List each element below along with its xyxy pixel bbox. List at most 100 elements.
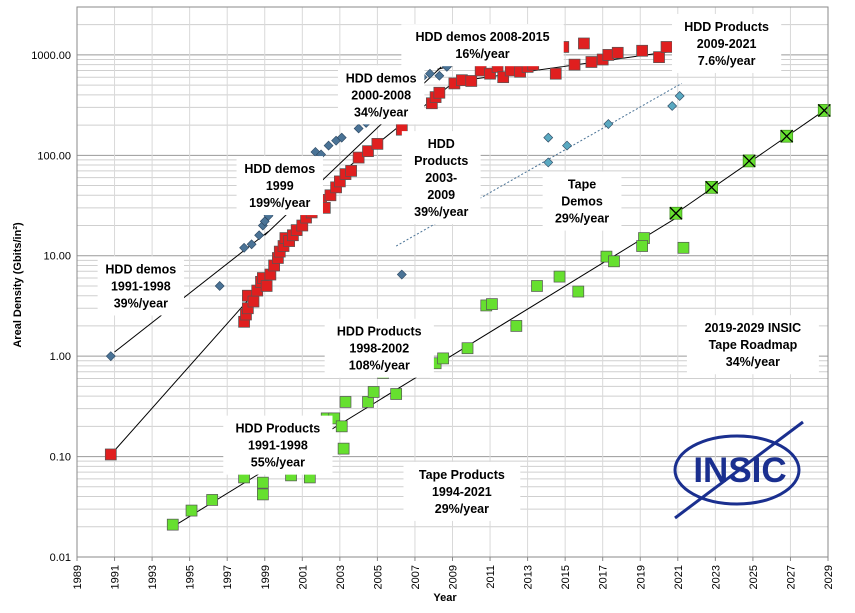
data-point xyxy=(246,239,257,250)
data-point xyxy=(362,145,374,158)
data-point xyxy=(352,151,365,164)
data-point xyxy=(817,103,831,117)
data-point xyxy=(206,494,219,506)
annotations: HDD demos 2008-2015 16%/year HDD Products 2… xyxy=(97,13,819,521)
annotation-text: 29%/year xyxy=(435,502,489,516)
annotation-box xyxy=(401,131,481,225)
data-point xyxy=(353,123,364,134)
data-point xyxy=(497,71,510,84)
data-point xyxy=(362,396,374,408)
annotation: HDD demos 2008-2015 16%/year xyxy=(401,24,564,67)
annotation-box xyxy=(236,156,323,216)
annotation-text: 1991-1998 xyxy=(248,439,308,453)
data-point xyxy=(465,75,478,87)
x-tick-label: 2009 xyxy=(448,565,460,589)
data-point xyxy=(549,67,562,80)
trend-line xyxy=(395,82,682,247)
annotation-text: 16%/year xyxy=(455,47,509,61)
annotation-text: 199%/year xyxy=(249,196,310,210)
annotation-box xyxy=(324,318,434,378)
annotation-text: HDD Products xyxy=(236,422,321,436)
x-tick-label: 2007 xyxy=(410,565,422,589)
annotation-text: Tape Products xyxy=(419,468,505,482)
annotation-text: HDD demos xyxy=(346,71,417,85)
x-tick-label: 2003 xyxy=(335,565,347,589)
annotation-text: 108%/year xyxy=(349,359,410,373)
annotation: HDD demos 1991-1998 39%/year xyxy=(97,256,185,316)
data-point xyxy=(572,285,585,298)
x-tick-label: 2025 xyxy=(748,565,760,589)
annotation-text: Products xyxy=(414,154,468,168)
y-tick-label: 0.01 xyxy=(50,552,71,564)
annotation: Tape Products 1994-2021 29%/year xyxy=(403,461,521,521)
y-tick-label: 0.10 xyxy=(50,452,71,464)
data-point xyxy=(660,41,673,53)
annotation-text: HDD demos xyxy=(105,262,176,276)
annotation-text: 1991-1998 xyxy=(111,279,171,293)
insic-logo: INSIC xyxy=(673,420,804,520)
x-tick-label: 2005 xyxy=(372,565,384,589)
annotation-text: Tape xyxy=(568,178,596,192)
data-point xyxy=(603,119,614,129)
data-point xyxy=(247,295,260,308)
data-point xyxy=(578,37,590,50)
y-tick-label: 1.00 xyxy=(50,351,71,363)
data-point xyxy=(339,396,352,408)
data-point xyxy=(185,504,198,517)
axes: 0.01 0.10 1.00 10.00 100.00 1000.00 1989 1991 19… xyxy=(31,6,835,589)
annotation-text: 55%/year xyxy=(251,456,305,470)
annotation-text: 2003- xyxy=(425,171,457,185)
annotation: HDD Products 1998-2002 108%/year xyxy=(324,318,434,378)
data-point xyxy=(667,101,678,111)
annotation-text: 34%/year xyxy=(354,105,408,119)
annotation: HDD demos 1999 199%/year xyxy=(236,156,323,216)
data-point xyxy=(257,476,269,489)
data-point xyxy=(166,518,179,531)
data-point xyxy=(367,386,380,398)
annotation-text: 7.6%/year xyxy=(698,54,756,68)
annotation-text: 1998-2002 xyxy=(349,342,409,356)
data-point xyxy=(371,138,384,150)
annotation-text: 1999 xyxy=(266,179,294,193)
data-point xyxy=(562,140,572,151)
annotation-text: 1994-2021 xyxy=(432,485,492,499)
annotation-text: HDD demos 2008-2015 xyxy=(415,30,549,44)
x-tick-label: 2011 xyxy=(485,565,497,589)
data-point xyxy=(104,448,117,461)
data-point xyxy=(780,129,794,143)
x-tick-label: 1999 xyxy=(260,565,272,589)
annotation-box xyxy=(686,315,819,375)
annotation-text: HDD Products xyxy=(337,325,422,339)
x-tick-label: 1995 xyxy=(185,565,197,589)
data-point xyxy=(636,240,648,252)
annotation: HDD Products 2009-2021 7.6%/year xyxy=(672,13,782,73)
data-point xyxy=(531,280,543,292)
x-tick-label: 2029 xyxy=(823,565,835,589)
x-tick-label: 2013 xyxy=(523,565,535,589)
annotation-text: Tape Roadmap xyxy=(709,338,798,352)
x-tick-label: 2021 xyxy=(673,565,685,589)
data-point xyxy=(742,154,756,168)
x-axis-label: Year xyxy=(433,592,457,604)
y-tick-label: 10.00 xyxy=(43,251,71,263)
x-tick-label: 2019 xyxy=(635,565,647,589)
data-point xyxy=(396,269,407,280)
data-point xyxy=(543,157,554,168)
data-point xyxy=(433,86,446,99)
x-tick-label: 2017 xyxy=(598,565,610,589)
annotation-box xyxy=(401,24,564,67)
trend-line xyxy=(114,299,249,451)
data-point xyxy=(585,56,598,68)
annotation-text: HDD Products xyxy=(684,20,769,34)
data-point xyxy=(345,165,357,177)
data-point xyxy=(486,298,498,310)
annotation-box xyxy=(542,171,622,231)
annotation-text: 39%/year xyxy=(114,296,168,310)
annotation-text: HDD xyxy=(428,137,455,151)
annotation-text: 2000-2008 xyxy=(351,88,411,102)
y-axis-label: Areal Density (Gbits/in²) xyxy=(12,222,24,348)
annotation-text: 29%/year xyxy=(555,212,609,226)
annotation-box xyxy=(223,415,333,475)
annotation-box xyxy=(403,461,521,521)
